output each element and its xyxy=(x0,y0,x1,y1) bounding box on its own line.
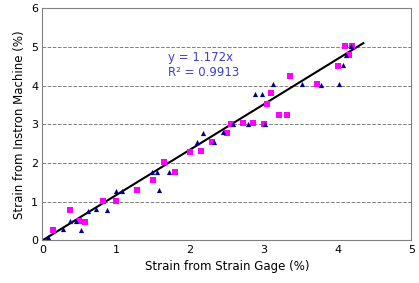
Point xyxy=(341,44,348,48)
Point xyxy=(194,140,201,144)
Point xyxy=(220,130,227,134)
Point xyxy=(82,220,88,224)
Point xyxy=(264,102,271,106)
Point xyxy=(59,227,66,231)
Point xyxy=(349,44,356,48)
Point xyxy=(200,130,207,135)
Point xyxy=(148,169,155,174)
Point xyxy=(299,82,305,87)
Point xyxy=(240,121,246,125)
Point xyxy=(262,121,269,126)
Point xyxy=(345,53,352,58)
Point xyxy=(150,178,156,183)
Point xyxy=(334,64,341,68)
Point xyxy=(104,208,111,213)
X-axis label: Strain from Strain Gage (%): Strain from Strain Gage (%) xyxy=(145,260,309,273)
Text: R² = 0.9913: R² = 0.9913 xyxy=(168,66,239,79)
Point xyxy=(251,92,258,97)
Point xyxy=(318,83,325,87)
Point xyxy=(100,199,106,203)
Point xyxy=(161,160,168,164)
Point xyxy=(210,140,217,144)
Point xyxy=(113,199,119,203)
Y-axis label: Strain from Instron Machine (%): Strain from Instron Machine (%) xyxy=(13,30,26,219)
Point xyxy=(153,169,160,174)
Point xyxy=(172,169,178,174)
Point xyxy=(223,130,230,135)
Point xyxy=(113,189,119,194)
Point xyxy=(92,207,99,212)
Point xyxy=(50,227,57,232)
Text: y = 1.172x: y = 1.172x xyxy=(168,51,233,64)
Point xyxy=(198,149,204,154)
Point xyxy=(78,228,84,232)
Point xyxy=(268,91,274,96)
Point xyxy=(340,63,347,67)
Point xyxy=(209,140,215,144)
Point xyxy=(249,121,256,125)
Point xyxy=(227,121,234,126)
Point xyxy=(313,82,320,87)
Point xyxy=(67,208,74,212)
Point xyxy=(134,188,140,192)
Point xyxy=(259,92,266,97)
Point xyxy=(347,44,354,48)
Point xyxy=(67,219,74,223)
Point xyxy=(76,219,83,223)
Point xyxy=(260,121,267,126)
Point xyxy=(275,112,282,117)
Point xyxy=(244,121,251,126)
Point xyxy=(155,188,162,192)
Point xyxy=(166,169,173,174)
Point xyxy=(230,121,236,126)
Point xyxy=(269,82,276,87)
Point xyxy=(119,189,125,194)
Point xyxy=(336,82,342,86)
Point xyxy=(45,235,52,240)
Point xyxy=(186,150,193,155)
Point xyxy=(72,219,79,223)
Point xyxy=(85,209,91,214)
Point xyxy=(284,112,291,117)
Point xyxy=(286,74,293,78)
Point xyxy=(343,53,350,58)
